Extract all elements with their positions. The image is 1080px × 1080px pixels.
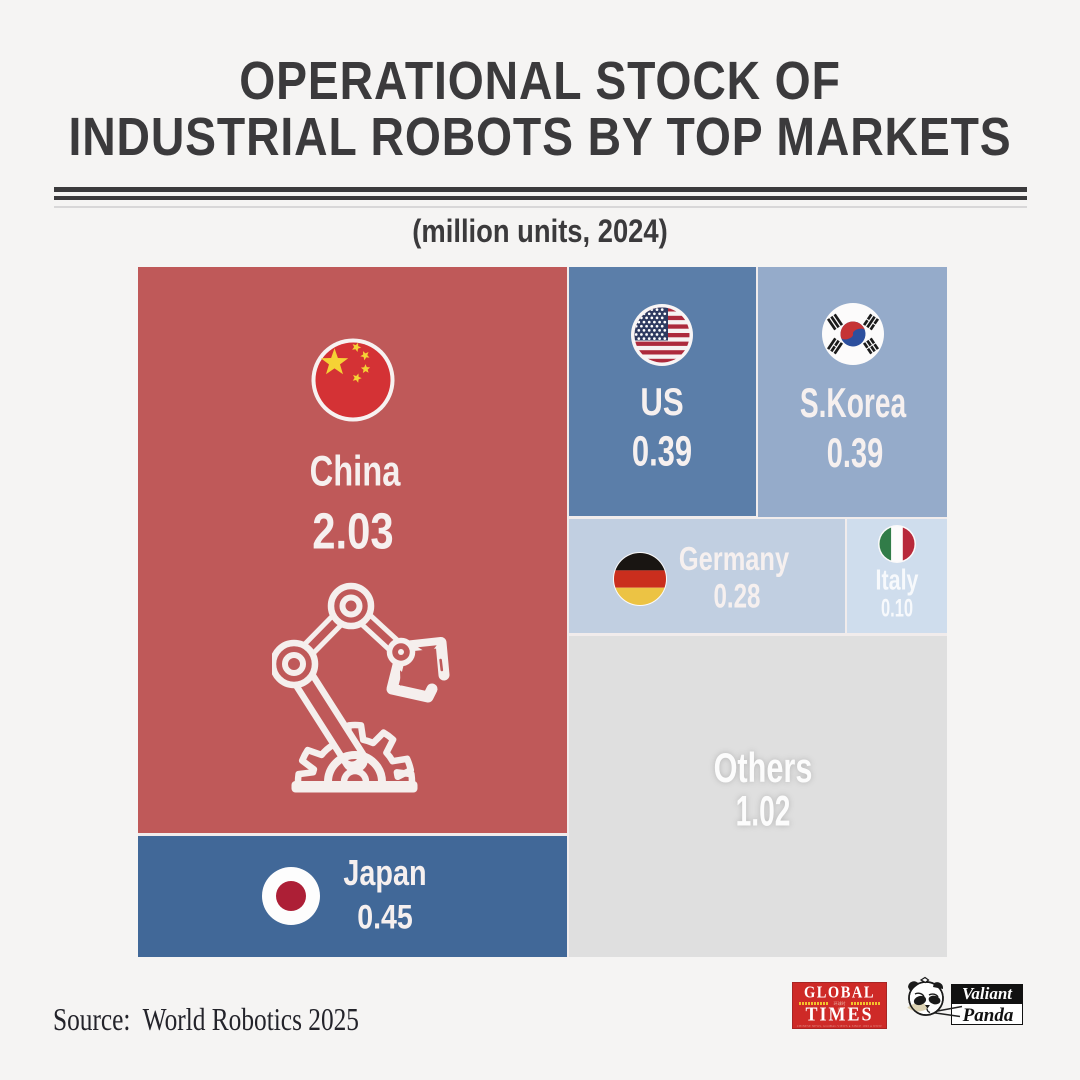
svg-text:Panda: Panda: [962, 1005, 1014, 1026]
svg-text:Valiant: Valiant: [962, 984, 1013, 1003]
